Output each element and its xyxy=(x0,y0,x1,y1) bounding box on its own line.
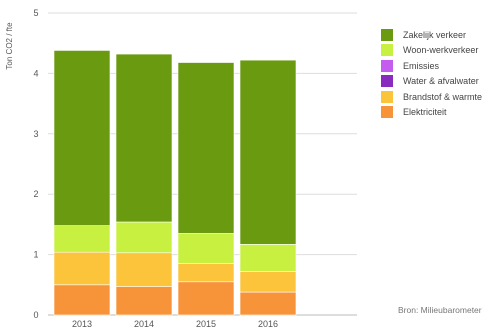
legend-item: Emissies xyxy=(381,58,482,73)
y-tick-label: 0 xyxy=(33,310,38,320)
y-tick-label: 5 xyxy=(33,8,38,18)
legend: Zakelijk verkeer Woon-werkverkeer Emissies… xyxy=(381,27,482,121)
y-tick-label: 3 xyxy=(33,129,38,139)
y-tick-label: 1 xyxy=(33,250,38,260)
y-tick-label: 2 xyxy=(33,189,38,199)
bar-segment xyxy=(53,225,111,253)
x-tick-label: 2014 xyxy=(134,319,154,329)
bar-segment xyxy=(115,252,173,287)
bar-segment xyxy=(239,59,297,245)
legend-swatch xyxy=(381,44,393,57)
y-axis-ticks: 0 1 2 3 4 5 xyxy=(33,8,38,320)
legend-item: Elektriciteit xyxy=(381,105,482,120)
legend-swatch xyxy=(381,75,393,88)
legend-label: Water & afvalwater xyxy=(403,76,479,87)
x-tick-label: 2015 xyxy=(196,319,216,329)
bar-segment xyxy=(53,50,111,226)
legend-label: Brandstof & warmte xyxy=(403,91,483,102)
legend-swatch xyxy=(381,90,393,103)
bar-segment xyxy=(115,53,173,223)
bar-segment xyxy=(115,221,173,254)
bar-segment xyxy=(239,271,297,293)
legend-label: Woon-werkverkeer xyxy=(403,45,479,56)
legend-label: Zakelijk verkeer xyxy=(403,29,467,40)
bar-segment xyxy=(53,284,111,316)
bar-segment xyxy=(53,251,111,286)
bar-segment xyxy=(177,233,235,264)
legend-swatch xyxy=(381,28,393,41)
legend-label: Emissies xyxy=(403,60,440,71)
bar-segment xyxy=(239,244,297,272)
bar-segment xyxy=(239,291,297,316)
legend-item: Zakelijk verkeer xyxy=(381,27,482,42)
source-note: Bron: Milieubarometer xyxy=(398,305,482,315)
legend-item: Brandstof & warmte xyxy=(381,89,482,104)
legend-item: Woon-werkverkeer xyxy=(381,43,482,58)
legend-swatch xyxy=(381,106,393,119)
legend-label: Elektriciteit xyxy=(403,107,447,118)
legend-item: Water & afvalwater xyxy=(381,74,482,89)
x-tick-label: 2013 xyxy=(72,319,92,329)
bar-segment xyxy=(177,263,235,283)
x-tick-label: 2016 xyxy=(258,319,278,329)
legend-swatch xyxy=(381,59,393,72)
y-axis-title: Ton CO2 / fte xyxy=(5,22,14,70)
x-axis-ticks: 2013 2014 2015 2016 xyxy=(72,319,278,329)
bar-stacks xyxy=(53,50,297,316)
bar-segment xyxy=(177,62,235,234)
bar-segment xyxy=(115,286,173,316)
y-tick-label: 4 xyxy=(33,68,38,78)
bar-segment xyxy=(177,281,235,316)
